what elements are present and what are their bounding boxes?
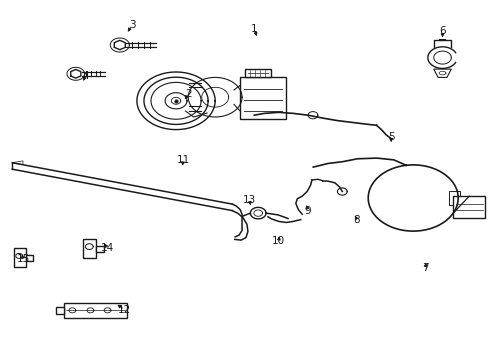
Polygon shape: [12, 161, 23, 165]
Text: 9: 9: [304, 206, 311, 216]
Text: 7: 7: [421, 263, 428, 273]
Text: 5: 5: [387, 132, 394, 142]
Polygon shape: [14, 248, 26, 267]
FancyBboxPatch shape: [239, 77, 285, 119]
Text: 10: 10: [272, 236, 285, 246]
Text: 12: 12: [118, 305, 131, 315]
Text: 15: 15: [17, 254, 30, 264]
Polygon shape: [96, 246, 103, 252]
Text: 4: 4: [82, 71, 89, 81]
Polygon shape: [448, 191, 459, 205]
Text: 11: 11: [176, 155, 190, 165]
Polygon shape: [245, 69, 270, 77]
Text: 6: 6: [438, 26, 445, 36]
Polygon shape: [56, 307, 63, 314]
Polygon shape: [452, 196, 484, 218]
Text: 13: 13: [242, 195, 256, 205]
Polygon shape: [26, 255, 33, 261]
Text: 8: 8: [353, 215, 360, 225]
Polygon shape: [83, 239, 96, 258]
Text: 3: 3: [128, 20, 135, 30]
Polygon shape: [63, 303, 127, 318]
Text: 14: 14: [101, 243, 114, 253]
Text: 1: 1: [250, 24, 257, 34]
Polygon shape: [433, 69, 450, 77]
Text: 2: 2: [184, 89, 191, 99]
